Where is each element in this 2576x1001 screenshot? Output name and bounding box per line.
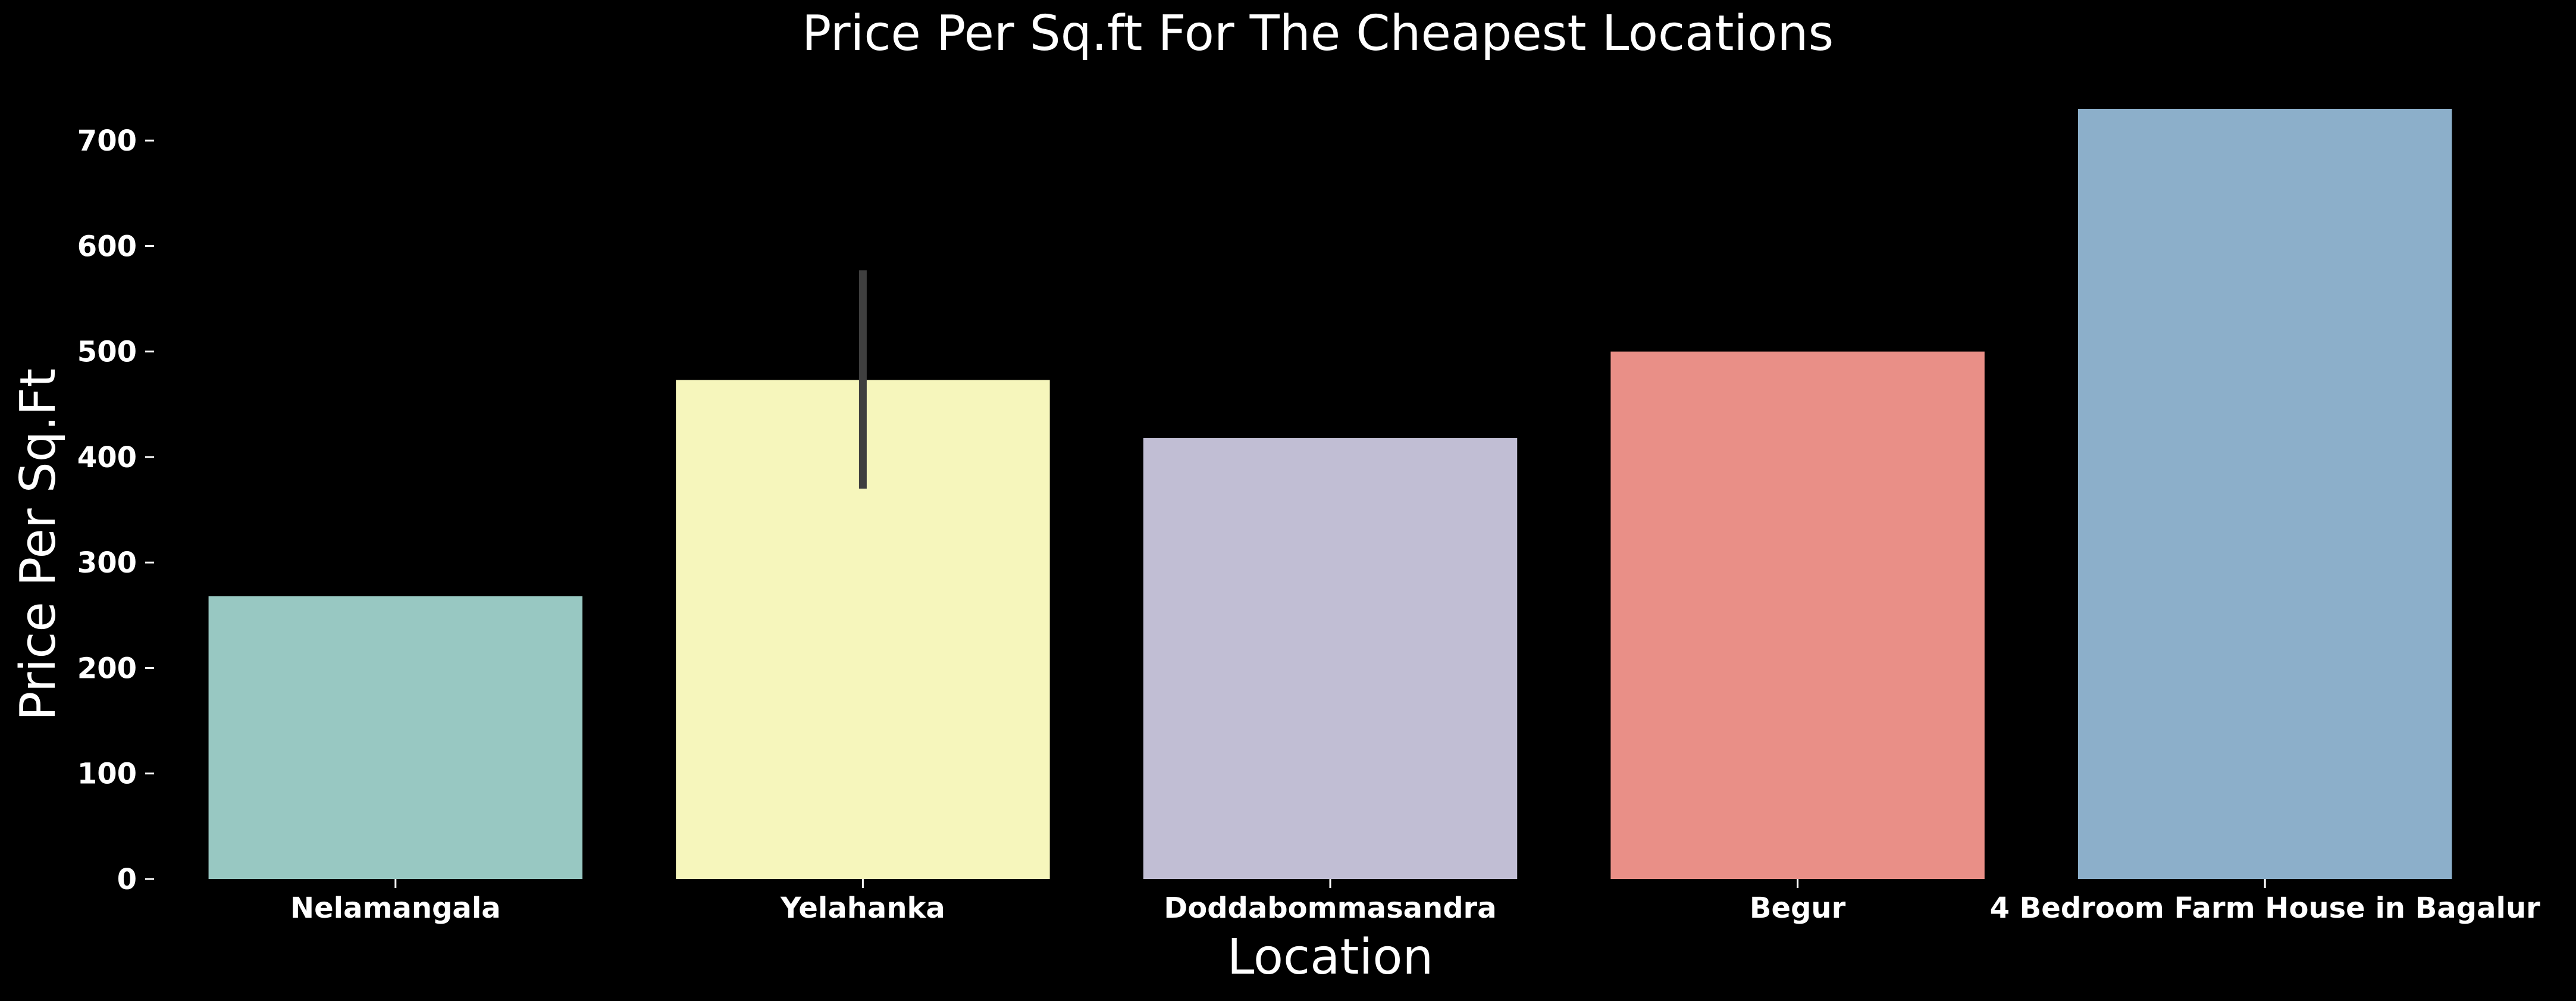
chart-title: Price Per Sq.ft For The Cheapest Locatio… [802,5,1834,62]
bar-4 [1610,351,1985,879]
x-tick-label: 4 Bedroom Farm House in Bagalur [1990,891,2541,925]
bar-5 [2077,109,2452,879]
bars-group [208,109,2452,879]
y-tick-label: 500 [77,336,137,369]
y-tick-label: 100 [77,758,137,791]
x-tick-label: Yelahanka [780,891,945,925]
x-tick-label: Begur [1750,891,1846,925]
x-axis: Nelamangala Yelahanka Doddabommasandra Begu… [290,879,2540,925]
y-axis: 0 100 200 300 400 500 600 700 [77,124,154,896]
y-tick-label: 400 [77,441,137,474]
x-tick-label: Nelamangala [290,891,501,925]
x-tick-label: Doddabommasandra [1164,891,1496,925]
y-tick-label: 300 [77,546,137,580]
y-tick-label: 0 [117,863,137,896]
x-axis-title: Location [1227,929,1434,986]
y-axis-title: Price Per Sq.Ft [10,368,67,721]
bar-3 [1143,438,1518,879]
bar-1 [208,596,583,879]
y-tick-label: 700 [77,124,137,158]
y-tick-label: 200 [77,652,137,685]
y-tick-label: 600 [77,230,137,263]
